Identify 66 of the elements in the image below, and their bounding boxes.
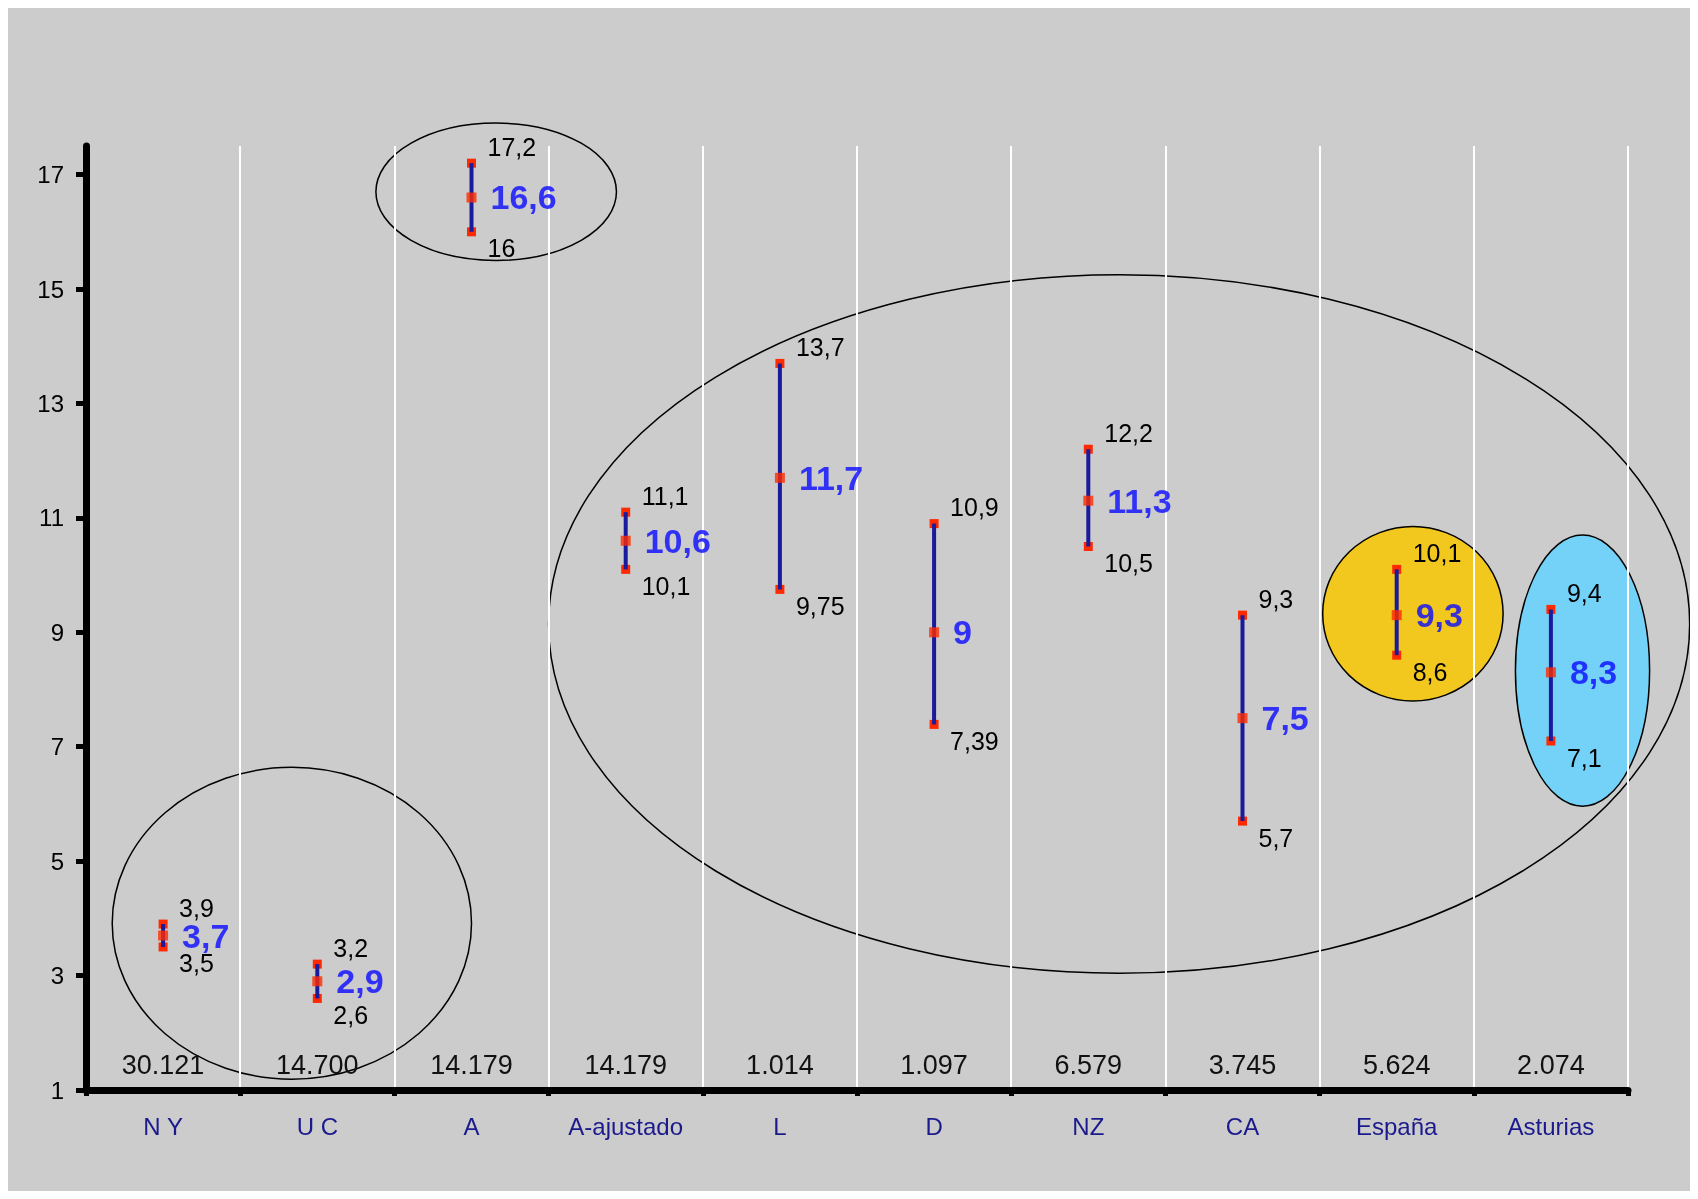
annotation: 7,1: [1566, 743, 1602, 772]
data-label: 11,7: [798, 458, 864, 497]
point: [1083, 495, 1094, 506]
y-tick-label: 13: [37, 389, 64, 417]
point: [620, 535, 631, 546]
y-tick-label: 17: [37, 161, 64, 189]
annotation: 10,1: [641, 571, 691, 600]
annotation: 16: [487, 234, 516, 263]
data-label: 2,9: [336, 962, 384, 1001]
annotation: 17,2: [487, 132, 537, 161]
x-tick-label: L: [773, 1112, 787, 1140]
x-tick-label: A: [463, 1112, 480, 1140]
x-tick-label: U C: [296, 1112, 338, 1140]
y-tick-label: 5: [50, 847, 64, 875]
point: [158, 930, 169, 941]
annotation: 10,1: [1412, 538, 1462, 567]
point: [1391, 610, 1402, 621]
annotation: 1.014: [746, 1049, 814, 1080]
annotation: 6.579: [1054, 1049, 1123, 1080]
y-tick-label: 15: [37, 275, 64, 303]
annotation: 5.624: [1362, 1049, 1431, 1080]
annotation: 8,6: [1412, 657, 1448, 686]
data-label: 9,3: [1415, 596, 1463, 635]
annotation: 3.745: [1208, 1049, 1277, 1080]
annotation: 14.700: [276, 1049, 359, 1080]
annotation: 10,5: [1104, 548, 1153, 577]
annotation: 9,3: [1258, 584, 1294, 613]
data-label: 11,3: [1107, 481, 1172, 520]
x-tick-label: A-ajustado: [568, 1112, 684, 1140]
y-tick-label: 7: [50, 733, 64, 761]
x-tick-label: D: [925, 1112, 943, 1140]
data-label: 9: [953, 613, 973, 652]
point: [774, 472, 785, 483]
data-label: 7,5: [1261, 699, 1309, 738]
x-tick-label: CA: [1225, 1112, 1260, 1140]
x-tick-label: N Y: [143, 1112, 183, 1140]
annotation: 11,1: [641, 481, 689, 510]
annotation: 9,75: [795, 591, 845, 620]
annotation: 14.179: [584, 1049, 667, 1080]
annotation: 1.097: [900, 1049, 968, 1080]
annotation: 12,2: [1104, 418, 1153, 447]
annotation: 30.121: [121, 1049, 205, 1080]
point: [466, 192, 477, 203]
annotation: 3,2: [333, 933, 369, 962]
x-tick-label: Asturias: [1507, 1112, 1595, 1140]
data-label: 10,6: [644, 521, 711, 560]
y-tick-label: 1: [50, 1076, 64, 1104]
point: [929, 627, 940, 638]
x-tick-label: España: [1356, 1112, 1439, 1140]
point: [312, 976, 323, 987]
annotation: 10,9: [950, 493, 999, 522]
annotation: 2.074: [1517, 1049, 1585, 1080]
y-tick-label: 3: [50, 962, 64, 990]
annotation: 14.179: [430, 1049, 513, 1080]
annotation: 2,6: [333, 1000, 369, 1029]
y-tick-label: 11: [39, 504, 64, 532]
annotation: 7,39: [950, 726, 999, 755]
y-tick-label: 9: [50, 618, 64, 646]
annotation: 5,7: [1258, 823, 1294, 852]
data-label: 8,3: [1569, 653, 1618, 692]
point: [1237, 713, 1248, 724]
annotation: 13,7: [795, 332, 845, 361]
point: [1545, 667, 1556, 678]
x-tick-label: NZ: [1072, 1112, 1105, 1140]
data-label: 16,6: [490, 178, 557, 217]
annotation: 9,4: [1566, 578, 1602, 607]
